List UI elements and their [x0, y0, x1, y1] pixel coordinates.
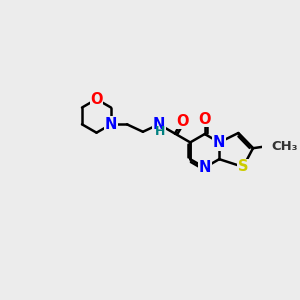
- Text: N: N: [199, 160, 211, 175]
- Text: O: O: [199, 112, 211, 127]
- Text: O: O: [90, 92, 103, 107]
- Text: H: H: [155, 125, 166, 138]
- Text: N: N: [213, 135, 225, 150]
- Text: N: N: [105, 117, 117, 132]
- Text: CH₃: CH₃: [272, 140, 298, 153]
- Text: N: N: [213, 135, 225, 150]
- Text: N: N: [199, 160, 211, 175]
- Text: S: S: [238, 159, 248, 174]
- Text: N: N: [105, 117, 117, 132]
- Text: O: O: [199, 112, 211, 127]
- Text: O: O: [176, 113, 188, 128]
- Text: O: O: [176, 113, 188, 128]
- Text: S: S: [238, 159, 248, 174]
- Text: N: N: [153, 117, 165, 132]
- Text: O: O: [90, 92, 103, 107]
- Text: N: N: [153, 117, 165, 132]
